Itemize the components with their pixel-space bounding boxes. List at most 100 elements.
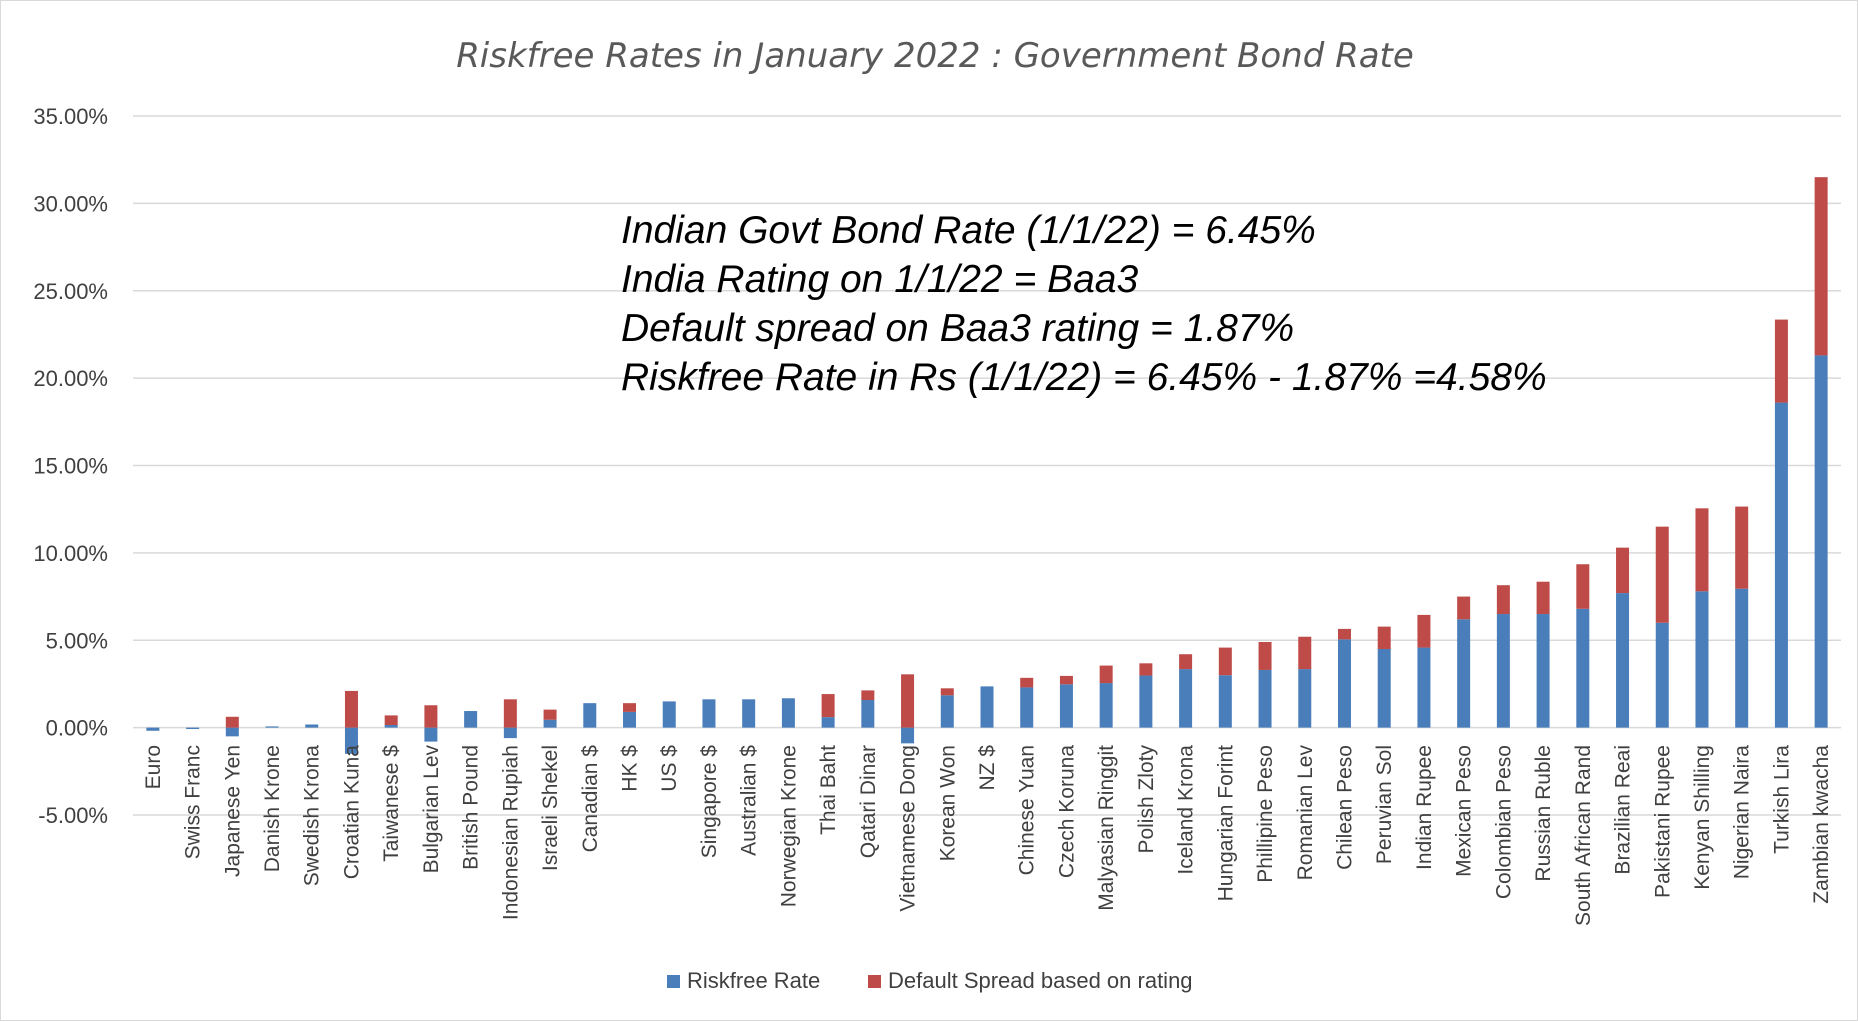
bar-riskfree-rate [1377,648,1391,728]
bar-default-spread [901,674,915,728]
bar-riskfree-rate [940,695,954,728]
bar-default-spread [384,715,398,726]
x-tick-label: Israeli Shekel [539,745,562,871]
x-tick-label: Swedish Krona [301,745,324,887]
bar-riskfree-rate [980,686,994,728]
x-tick-label: Bulgarian Lev [420,745,443,874]
x-tick-label: Kenyan Shilling [1691,745,1714,890]
bar-riskfree-rate [1695,591,1709,728]
bar-riskfree-rate [1655,622,1669,728]
bar-riskfree-rate [901,727,915,744]
x-tick-label: Euro [142,745,165,789]
bar-riskfree-rate [1337,639,1351,728]
bar-riskfree-rate [1576,608,1590,728]
x-tick-label: Brazilian Reai [1612,745,1635,875]
x-tick-label: Turkish Lira [1770,745,1793,854]
x-tick-label: Chilean Peso [1333,745,1356,870]
bar-riskfree-rate [305,724,319,728]
bar-default-spread [940,688,954,696]
bar-default-spread [821,694,835,718]
x-tick-label: Danish Krone [261,745,284,872]
bar-default-spread [1417,614,1431,648]
bar-riskfree-rate [1059,684,1073,728]
annotation-bond-rate: Indian Govt Bond Rate (1/1/22) = 6.45% [621,209,1316,252]
bar-riskfree-rate [821,717,835,728]
bar-riskfree-rate [1496,614,1510,728]
bar-riskfree-rate [424,727,438,742]
bar-default-spread [1020,677,1034,688]
bar-default-spread [1218,647,1232,676]
bar-default-spread [344,690,358,728]
bar-riskfree-rate [1536,614,1550,728]
y-tick-label: 10.00% [33,541,108,566]
bar-riskfree-rate [1218,675,1232,728]
x-tick-label: Croatian Kuna [340,745,363,880]
x-tick-label: Indian Rupee [1413,745,1436,870]
y-tick-label: 20.00% [33,366,108,391]
bar-riskfree-rate [1457,619,1471,728]
y-tick-label: 5.00% [46,628,108,653]
bar-riskfree-rate [1735,588,1749,728]
bar-default-spread [1576,564,1590,609]
bar-default-spread [1377,626,1391,649]
x-tick-label: Swiss Franc [182,745,205,859]
x-tick-label: Canadian $ [579,745,602,853]
bar-default-spread [1774,319,1788,403]
y-tick-label: 0.00% [46,716,108,741]
y-tick-label: 35.00% [33,104,108,129]
bar-default-spread [503,699,517,728]
x-tick-label: Russian Ruble [1532,745,1555,882]
bar-riskfree-rate [781,698,795,728]
annotation-riskfree-rs: Riskfree Rate in Rs (1/1/22) = 6.45% - 1… [621,356,1547,399]
bar-default-spread [1298,636,1312,670]
legend-swatch [868,975,881,988]
gridlines [133,115,1841,816]
bar-riskfree-rate [861,700,875,728]
bar-default-spread [1059,675,1073,685]
bar-riskfree-rate [1020,687,1034,728]
bar-riskfree-rate [464,711,478,728]
y-tick-label: 30.00% [33,191,108,216]
annotation-india-rating: India Rating on 1/1/22 = Baa3 [621,258,1139,301]
legend: Riskfree Rate Default Spread based on rat… [667,968,1193,993]
bar-riskfree-rate [1099,683,1113,728]
x-tick-label: Malyasian Ringgit [1095,745,1118,911]
x-tick-label: Iceland Krona [1175,745,1198,875]
bar-riskfree-rate [1139,675,1153,728]
bar-riskfree-rate [146,727,160,731]
bar-default-spread [1695,508,1709,592]
y-tick-label: 15.00% [33,454,108,479]
bar-riskfree-rate [225,727,239,737]
x-tick-label: Romanian Lev [1294,745,1317,881]
bar-riskfree-rate [384,725,398,728]
bar-riskfree-rate [1616,593,1630,728]
x-tick-label: US $ [658,745,681,792]
bar-riskfree-rate [186,727,200,730]
x-tick-label: Qatari Dinar [857,745,880,858]
bar-riskfree-rate [1814,355,1828,728]
legend-label: Riskfree Rate [687,968,820,993]
x-tick-label: Hungarian Forint [1214,745,1237,902]
y-axis-tick-labels: 35.00% 30.00% 25.00% 20.00% 15.00% 10.00% 5.00… [33,104,108,828]
bar-default-spread [1655,526,1669,623]
x-tick-label: Australian $ [738,745,761,856]
x-tick-label: Czech Koruna [1055,745,1078,878]
x-tick-label: Mexican Peso [1453,745,1476,877]
bar-default-spread [1735,506,1749,589]
x-tick-label: HK $ [619,745,642,792]
bar-default-spread [1496,585,1510,615]
bar-default-spread [1139,663,1153,676]
x-tick-label: Japanese Yen [221,745,244,877]
bar-riskfree-rate [623,711,637,728]
x-axis-tick-labels: Euro Swiss Franc Japanese Yen Danish Krone S… [142,745,1833,926]
bar-riskfree-rate [1298,669,1312,728]
annotation-default-spread: Default spread on Baa3 rating = 1.87% [621,307,1295,350]
x-tick-label: Indonesian Rupiah [499,745,522,920]
bar-riskfree-rate [344,727,358,754]
bar-default-spread [623,703,637,712]
bar-riskfree-rate [1179,669,1193,728]
x-tick-label: Polish Zloty [1135,745,1158,854]
x-tick-label: NZ $ [976,745,999,791]
